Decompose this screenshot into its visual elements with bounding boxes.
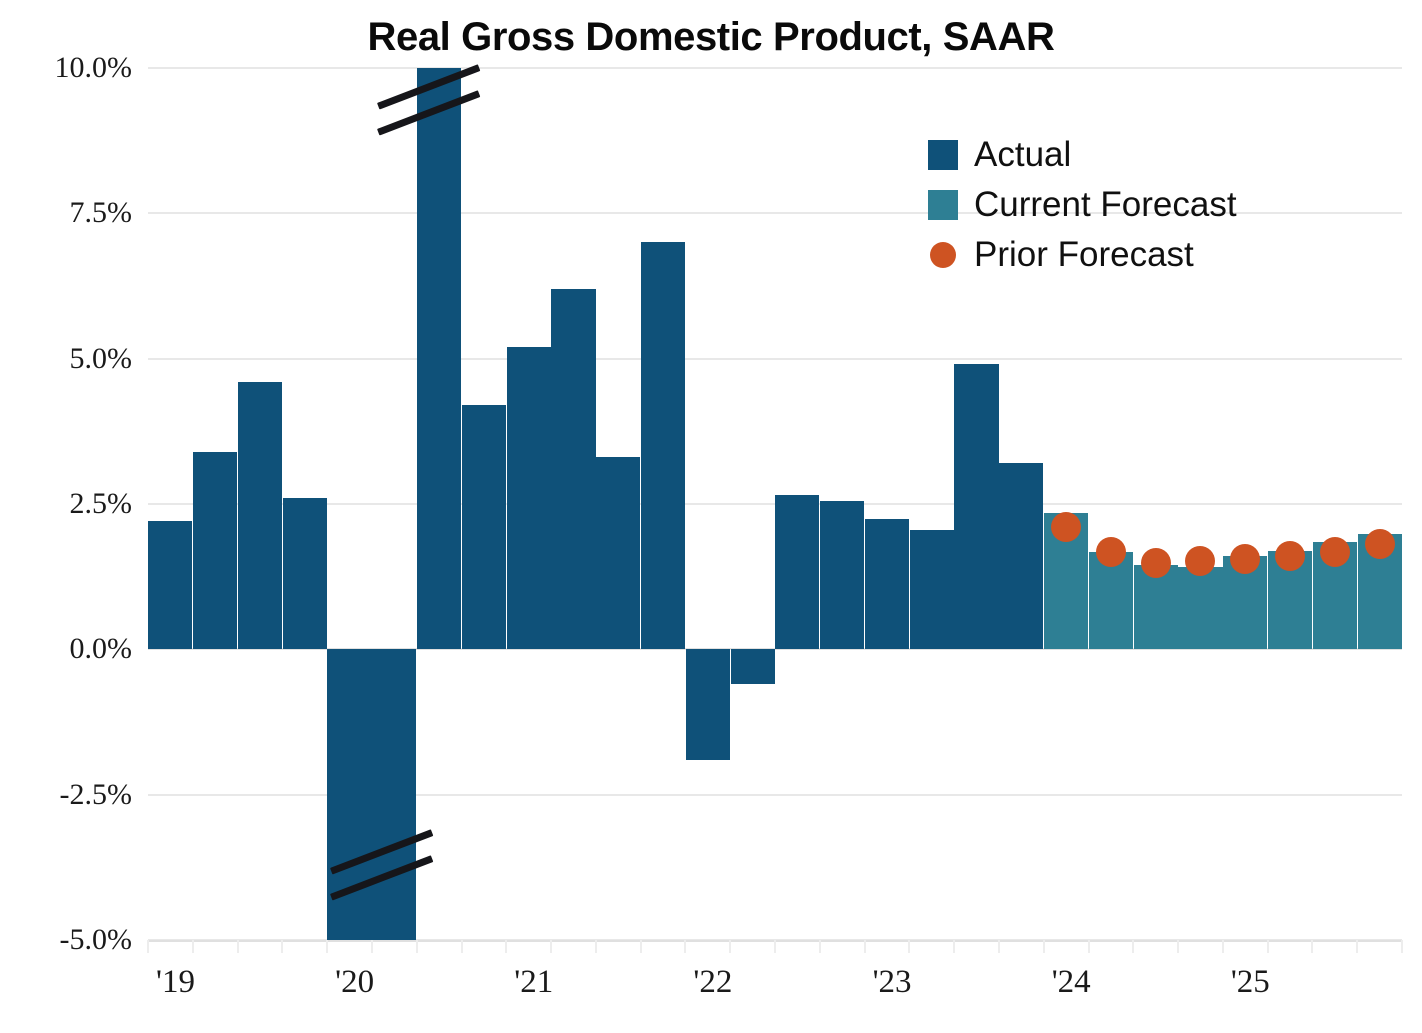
x-axis-tick-mark <box>818 940 821 953</box>
prior-forecast-dot-2024Q2 <box>1095 536 1126 567</box>
chart-legend: Actual Current Forecast Prior Forecast <box>928 130 1348 280</box>
x-axis-tick-mark <box>326 940 329 953</box>
x-axis-tick-mark <box>281 940 284 953</box>
bar-2024Q4 <box>1178 566 1223 650</box>
y-axis-tick-label: 10.0% <box>54 51 133 84</box>
x-axis-tick-mark <box>863 940 866 953</box>
bar-2020Q4 <box>461 405 506 650</box>
legend-swatch-current-forecast-icon <box>928 190 958 220</box>
gridline <box>148 67 1402 69</box>
x-axis-tick-mark <box>1311 940 1314 953</box>
bar-2023Q3 <box>954 364 999 650</box>
plot-area <box>148 64 1402 941</box>
x-axis-tick-label: '25 <box>1230 964 1270 1000</box>
x-axis-tick-mark <box>147 940 149 953</box>
x-axis-tick-mark <box>505 940 508 953</box>
x-axis-tick-label: '19 <box>156 964 195 1000</box>
x-axis-tick-mark <box>1132 940 1135 953</box>
legend-swatch-actual-icon <box>928 140 958 170</box>
legend-item-prior-forecast[interactable]: Prior Forecast <box>928 230 1348 280</box>
bar-2022Q1 <box>685 649 730 760</box>
bar-2020Q2 <box>372 649 417 940</box>
x-axis-tick-label: '21 <box>514 964 554 1000</box>
prior-forecast-dot-2024Q3 <box>1140 548 1171 579</box>
y-axis-tick-label: 7.5% <box>69 196 133 230</box>
bar-2020Q3 <box>417 68 462 650</box>
y-axis-tick-label: -2.5% <box>59 777 132 811</box>
x-axis-tick-mark <box>1401 940 1403 953</box>
bar-2022Q3 <box>775 495 820 650</box>
bar-2019Q4 <box>282 498 327 650</box>
y-axis-tick-label: -5.0% <box>59 923 132 956</box>
x-axis-tick-mark <box>370 940 373 953</box>
y-axis-tick-label: 2.5% <box>69 487 133 520</box>
bar-2019Q2 <box>193 451 238 650</box>
x-axis-tick-mark <box>191 940 194 953</box>
gridline <box>148 793 1402 796</box>
bar-2019Q3 <box>237 381 283 650</box>
chart-title: Real Gross Domestic Product, SAAR <box>367 15 1055 59</box>
legend-label-prior-forecast: Prior Forecast <box>974 235 1194 274</box>
legend-label-actual: Actual <box>974 135 1072 174</box>
x-axis-tick-mark <box>639 940 642 953</box>
prior-forecast-dot-2024Q4 <box>1185 545 1216 576</box>
x-axis-tick-mark <box>236 940 239 953</box>
y-axis-tick-label: 0.0% <box>69 632 133 666</box>
x-axis-tick-mark <box>415 940 418 953</box>
bar-2024Q3 <box>1133 565 1178 650</box>
bar-2023Q1 <box>864 518 910 650</box>
x-axis-tick-label: '22 <box>693 964 733 1000</box>
gridline <box>148 212 1402 215</box>
gridline <box>148 357 1402 360</box>
x-axis-tick-mark <box>953 940 956 953</box>
prior-forecast-dot-2025Q4 <box>1364 528 1395 559</box>
x-axis-tick-mark <box>1221 940 1224 953</box>
x-axis-tick-mark <box>1177 940 1180 953</box>
x-axis-tick-mark <box>1356 940 1359 953</box>
prior-forecast-dot-2024Q1 <box>1051 512 1082 543</box>
bar-2021Q1 <box>506 347 551 650</box>
x-axis-tick-mark <box>908 940 911 953</box>
bar-2019Q1 <box>148 521 193 650</box>
bar-2021Q3 <box>596 457 641 650</box>
x-axis-tick-mark <box>550 940 553 953</box>
legend-swatch-prior-forecast-icon <box>930 242 956 268</box>
x-axis-tick-mark <box>997 940 1000 953</box>
x-axis-tick-label: '24 <box>1051 964 1091 1000</box>
x-axis-tick-mark <box>460 940 463 953</box>
x-axis-tick-label: '23 <box>872 964 912 1000</box>
x-axis-tick-mark <box>1266 940 1269 953</box>
legend-item-current-forecast[interactable]: Current Forecast <box>928 180 1348 230</box>
x-axis-tick-mark <box>1087 940 1090 953</box>
x-axis-tick-mark <box>1042 940 1045 953</box>
bar-2022Q2 <box>730 649 775 685</box>
legend-item-actual[interactable]: Actual <box>928 130 1348 180</box>
x-axis-tick-label: '20 <box>335 964 375 1000</box>
x-axis-tick-mark <box>594 940 597 953</box>
y-axis-tick-label: 5.0% <box>69 341 133 375</box>
prior-forecast-dot-2025Q2 <box>1275 541 1306 572</box>
gridline <box>148 503 1402 505</box>
legend-label-current-forecast: Current Forecast <box>974 185 1237 224</box>
bar-2022Q4 <box>820 501 865 650</box>
prior-forecast-dot-2025Q1 <box>1230 544 1261 575</box>
x-axis-tick-mark <box>729 940 732 953</box>
bar-2024Q2 <box>1088 551 1133 650</box>
bar-2021Q4 <box>640 242 686 650</box>
x-axis-tick-mark <box>684 940 687 953</box>
bar-2023Q2 <box>909 530 954 650</box>
bar-2021Q2 <box>551 288 596 650</box>
prior-forecast-dot-2025Q3 <box>1319 536 1350 567</box>
bar-2023Q4 <box>999 463 1044 650</box>
gridline <box>148 648 1402 651</box>
x-axis-tick-mark <box>774 940 776 953</box>
